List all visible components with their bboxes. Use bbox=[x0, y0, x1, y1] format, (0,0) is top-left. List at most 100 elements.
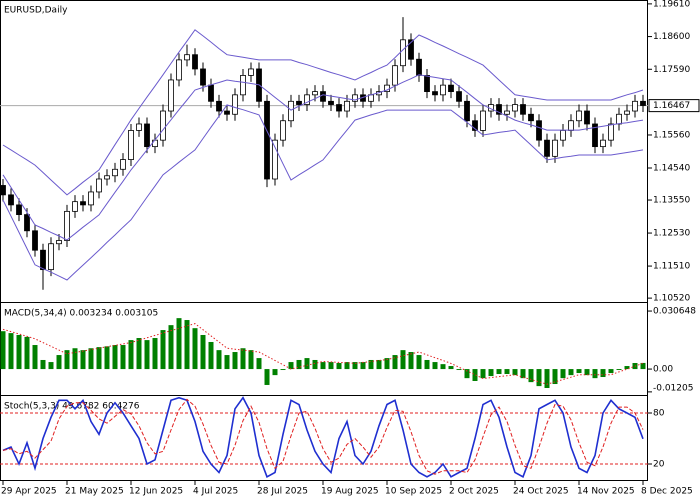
candle-body bbox=[168, 79, 174, 112]
histogram-bar bbox=[248, 350, 254, 370]
x-tick-label: 8 Dec 2025 bbox=[641, 487, 693, 497]
histogram-bar bbox=[464, 369, 470, 379]
histogram-bar bbox=[184, 320, 190, 370]
candle-body bbox=[240, 75, 246, 96]
candle-body bbox=[560, 130, 566, 141]
histogram-bar bbox=[240, 348, 246, 370]
candle-body bbox=[312, 91, 318, 96]
histogram-bar bbox=[320, 362, 326, 370]
histogram-bar bbox=[32, 345, 38, 370]
candle-body bbox=[64, 210, 70, 241]
histogram-bar bbox=[152, 338, 158, 370]
candle-body bbox=[112, 168, 118, 177]
histogram-bar bbox=[64, 350, 70, 370]
series-line bbox=[2, 398, 644, 475]
candle-body bbox=[80, 201, 86, 206]
series-line bbox=[2, 323, 644, 385]
candle-body bbox=[480, 110, 486, 131]
candle-body bbox=[632, 100, 638, 112]
histogram-bar bbox=[328, 362, 334, 370]
histogram-bar bbox=[160, 330, 166, 370]
y-tick-label: 1.19610 bbox=[653, 0, 690, 9]
candle-body bbox=[504, 110, 510, 115]
y-tick-label: 1.10520 bbox=[653, 294, 690, 304]
histogram-bar bbox=[200, 334, 206, 370]
candle-body bbox=[352, 94, 358, 102]
x-tick-label: 21 May 2025 bbox=[65, 487, 124, 497]
candle-body bbox=[520, 104, 526, 115]
candle-body bbox=[640, 100, 646, 106]
candle-body bbox=[512, 104, 518, 112]
histogram-bar bbox=[528, 369, 534, 383]
histogram-bar bbox=[584, 369, 590, 376]
x-tick-label: 10 Sep 2025 bbox=[385, 487, 442, 497]
candle-body bbox=[592, 123, 598, 148]
candle-body bbox=[624, 110, 630, 115]
y-tick-label: 0.00 bbox=[653, 365, 673, 375]
y-tick-label: 20 bbox=[653, 460, 665, 470]
histogram-bar bbox=[136, 338, 142, 370]
histogram-bar bbox=[368, 359, 374, 370]
candle-body bbox=[600, 139, 606, 148]
candle-body bbox=[296, 100, 302, 105]
histogram-bar bbox=[416, 355, 422, 370]
candle-body bbox=[24, 214, 30, 232]
candle-body bbox=[608, 123, 614, 141]
candle-body bbox=[8, 194, 14, 206]
histogram-bar bbox=[592, 369, 598, 379]
candle-body bbox=[0, 185, 6, 196]
candle-body bbox=[440, 84, 446, 96]
histogram-bar bbox=[424, 359, 430, 370]
histogram-bar bbox=[376, 359, 382, 370]
candle-body bbox=[576, 110, 582, 122]
candle-body bbox=[552, 139, 558, 157]
histogram-bar bbox=[536, 369, 542, 387]
candle-body bbox=[328, 100, 334, 105]
candle-body bbox=[120, 159, 126, 170]
y-tick-label: 1.14540 bbox=[653, 163, 690, 173]
series-line bbox=[2, 396, 644, 478]
histogram-bar bbox=[624, 366, 630, 370]
candle-body bbox=[40, 249, 46, 271]
histogram-bar bbox=[264, 369, 270, 385]
histogram-bar bbox=[112, 345, 118, 370]
candle-body bbox=[416, 58, 422, 76]
candle-body bbox=[392, 65, 398, 86]
y-tick-label: 1.17590 bbox=[653, 65, 690, 75]
candle-body bbox=[408, 39, 414, 60]
histogram-bar bbox=[512, 369, 518, 376]
candle-body bbox=[200, 68, 206, 86]
histogram-bar bbox=[520, 369, 526, 379]
histogram-bar bbox=[448, 366, 454, 370]
histogram-bar bbox=[56, 355, 62, 370]
x-tick-label: 2 Oct 2025 bbox=[449, 487, 499, 497]
candle-body bbox=[544, 139, 550, 157]
candle-body bbox=[400, 39, 406, 67]
candle-body bbox=[336, 104, 342, 112]
candle-body bbox=[584, 110, 590, 125]
histogram-bar bbox=[440, 364, 446, 370]
histogram-bar bbox=[600, 369, 606, 378]
candle-body bbox=[280, 120, 286, 141]
candle-body bbox=[616, 113, 622, 125]
candle-body bbox=[424, 75, 430, 93]
last-price-label: 1.16467 bbox=[653, 101, 690, 111]
histogram-bar bbox=[552, 369, 558, 385]
candle-body bbox=[152, 139, 158, 148]
candle-body bbox=[232, 94, 238, 115]
histogram-bar bbox=[344, 362, 350, 370]
candle-body bbox=[216, 100, 222, 112]
candle-body bbox=[16, 204, 22, 216]
histogram-bar bbox=[120, 345, 126, 370]
candle-body bbox=[96, 178, 102, 193]
candle-body bbox=[288, 100, 294, 122]
series-line bbox=[2, 29, 644, 196]
histogram-bar bbox=[24, 336, 30, 370]
candle-body bbox=[176, 59, 182, 81]
candle-body bbox=[344, 100, 350, 112]
histogram-bar bbox=[568, 369, 574, 376]
histogram-bar bbox=[96, 347, 102, 370]
histogram-bar bbox=[232, 352, 238, 370]
histogram-bar bbox=[304, 358, 310, 370]
